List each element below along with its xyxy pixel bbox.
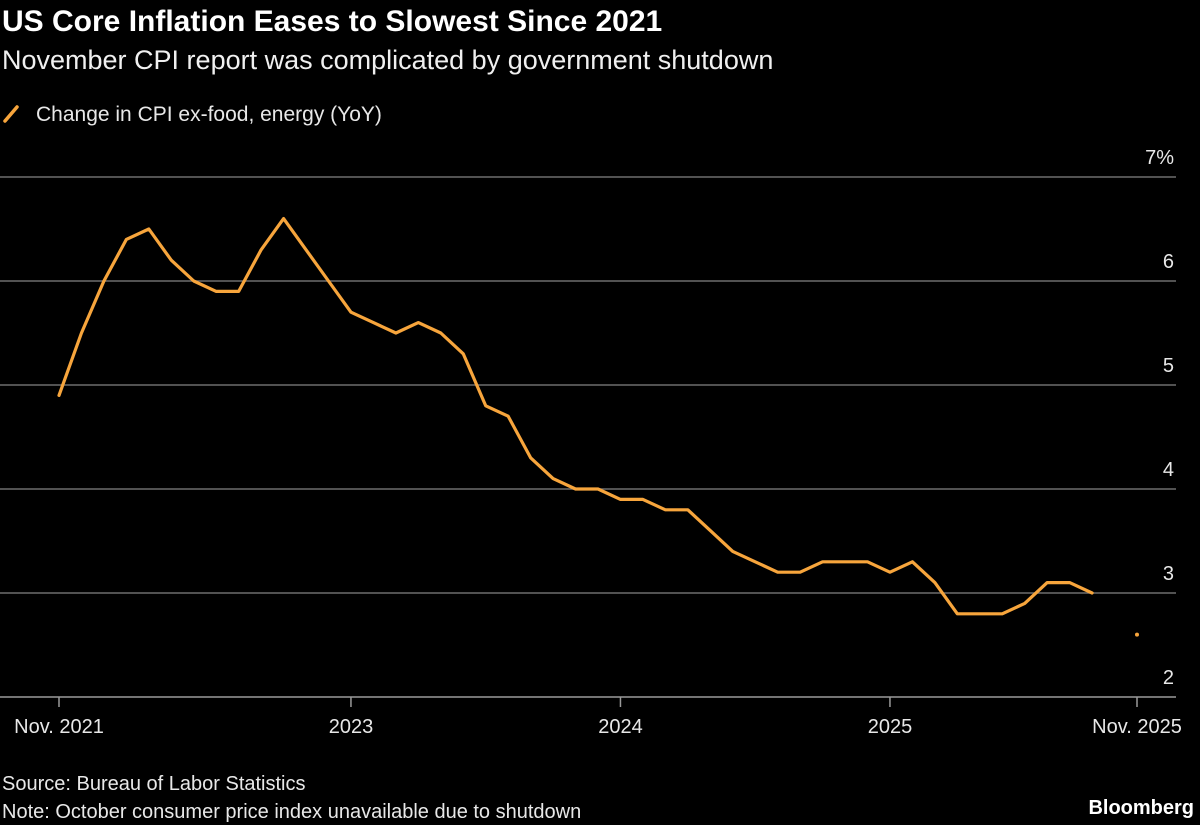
line-point — [1135, 632, 1139, 637]
y-tick-label: 3 — [1163, 563, 1174, 585]
brand: Bloomberg — [1088, 797, 1194, 819]
legend-label: Change in CPI ex-food, energy (YoY) — [36, 103, 382, 126]
y-tick-label: 5 — [1163, 355, 1174, 377]
x-tick-label: Nov. 2021 — [14, 716, 104, 738]
y-tick-label: 4 — [1163, 459, 1174, 481]
x-tick-label: Nov. 2025 — [1092, 716, 1182, 738]
x-tick-label: 2024 — [598, 716, 643, 738]
x-tick-label: 2025 — [868, 716, 913, 738]
chart-subtitle: November CPI report was complicated by g… — [2, 45, 773, 75]
y-tick-label: 2 — [1163, 667, 1174, 689]
chart-title: US Core Inflation Eases to Slowest Since… — [2, 5, 662, 38]
note: Note: October consumer price index unava… — [2, 801, 581, 823]
y-tick-label: 7% — [1145, 147, 1174, 169]
x-tick-label: 2023 — [329, 716, 374, 738]
line-series — [57, 217, 1094, 616]
y-tick-label: 6 — [1163, 251, 1174, 273]
source: Source: Bureau of Labor Statistics — [2, 773, 306, 795]
legend-icon — [3, 105, 19, 123]
